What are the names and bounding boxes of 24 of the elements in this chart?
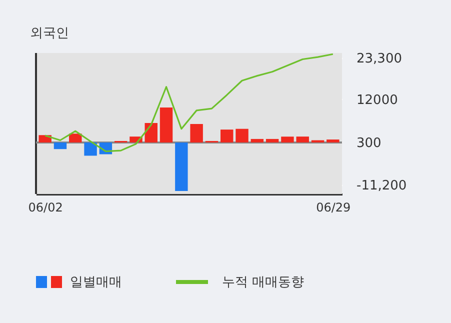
x-tick-label: 06/29: [316, 200, 351, 214]
y-tick-label: 23,300: [356, 51, 402, 66]
legend-label: 일별매매: [70, 275, 122, 290]
line-series: [44, 53, 334, 152]
bar: [160, 107, 173, 142]
bar: [266, 138, 279, 142]
y-tick-label: 12000: [356, 92, 398, 108]
bar: [281, 136, 294, 142]
bar: [84, 142, 97, 156]
bar: [175, 142, 188, 192]
bar: [296, 136, 309, 142]
bar: [236, 128, 248, 142]
bar: [69, 134, 82, 142]
y-tick-label: -11,200: [356, 178, 407, 194]
y-tick-label: 300: [356, 136, 382, 151]
chart-title: 외국인: [30, 26, 69, 41]
bar: [144, 122, 158, 142]
bar: [250, 138, 264, 142]
x-tick-label: 06/02: [28, 200, 63, 214]
bar: [190, 124, 203, 142]
bar: [326, 140, 340, 142]
bar: [220, 130, 234, 142]
bar: [54, 142, 67, 150]
legend-label: 누적 매매동향: [222, 275, 304, 290]
